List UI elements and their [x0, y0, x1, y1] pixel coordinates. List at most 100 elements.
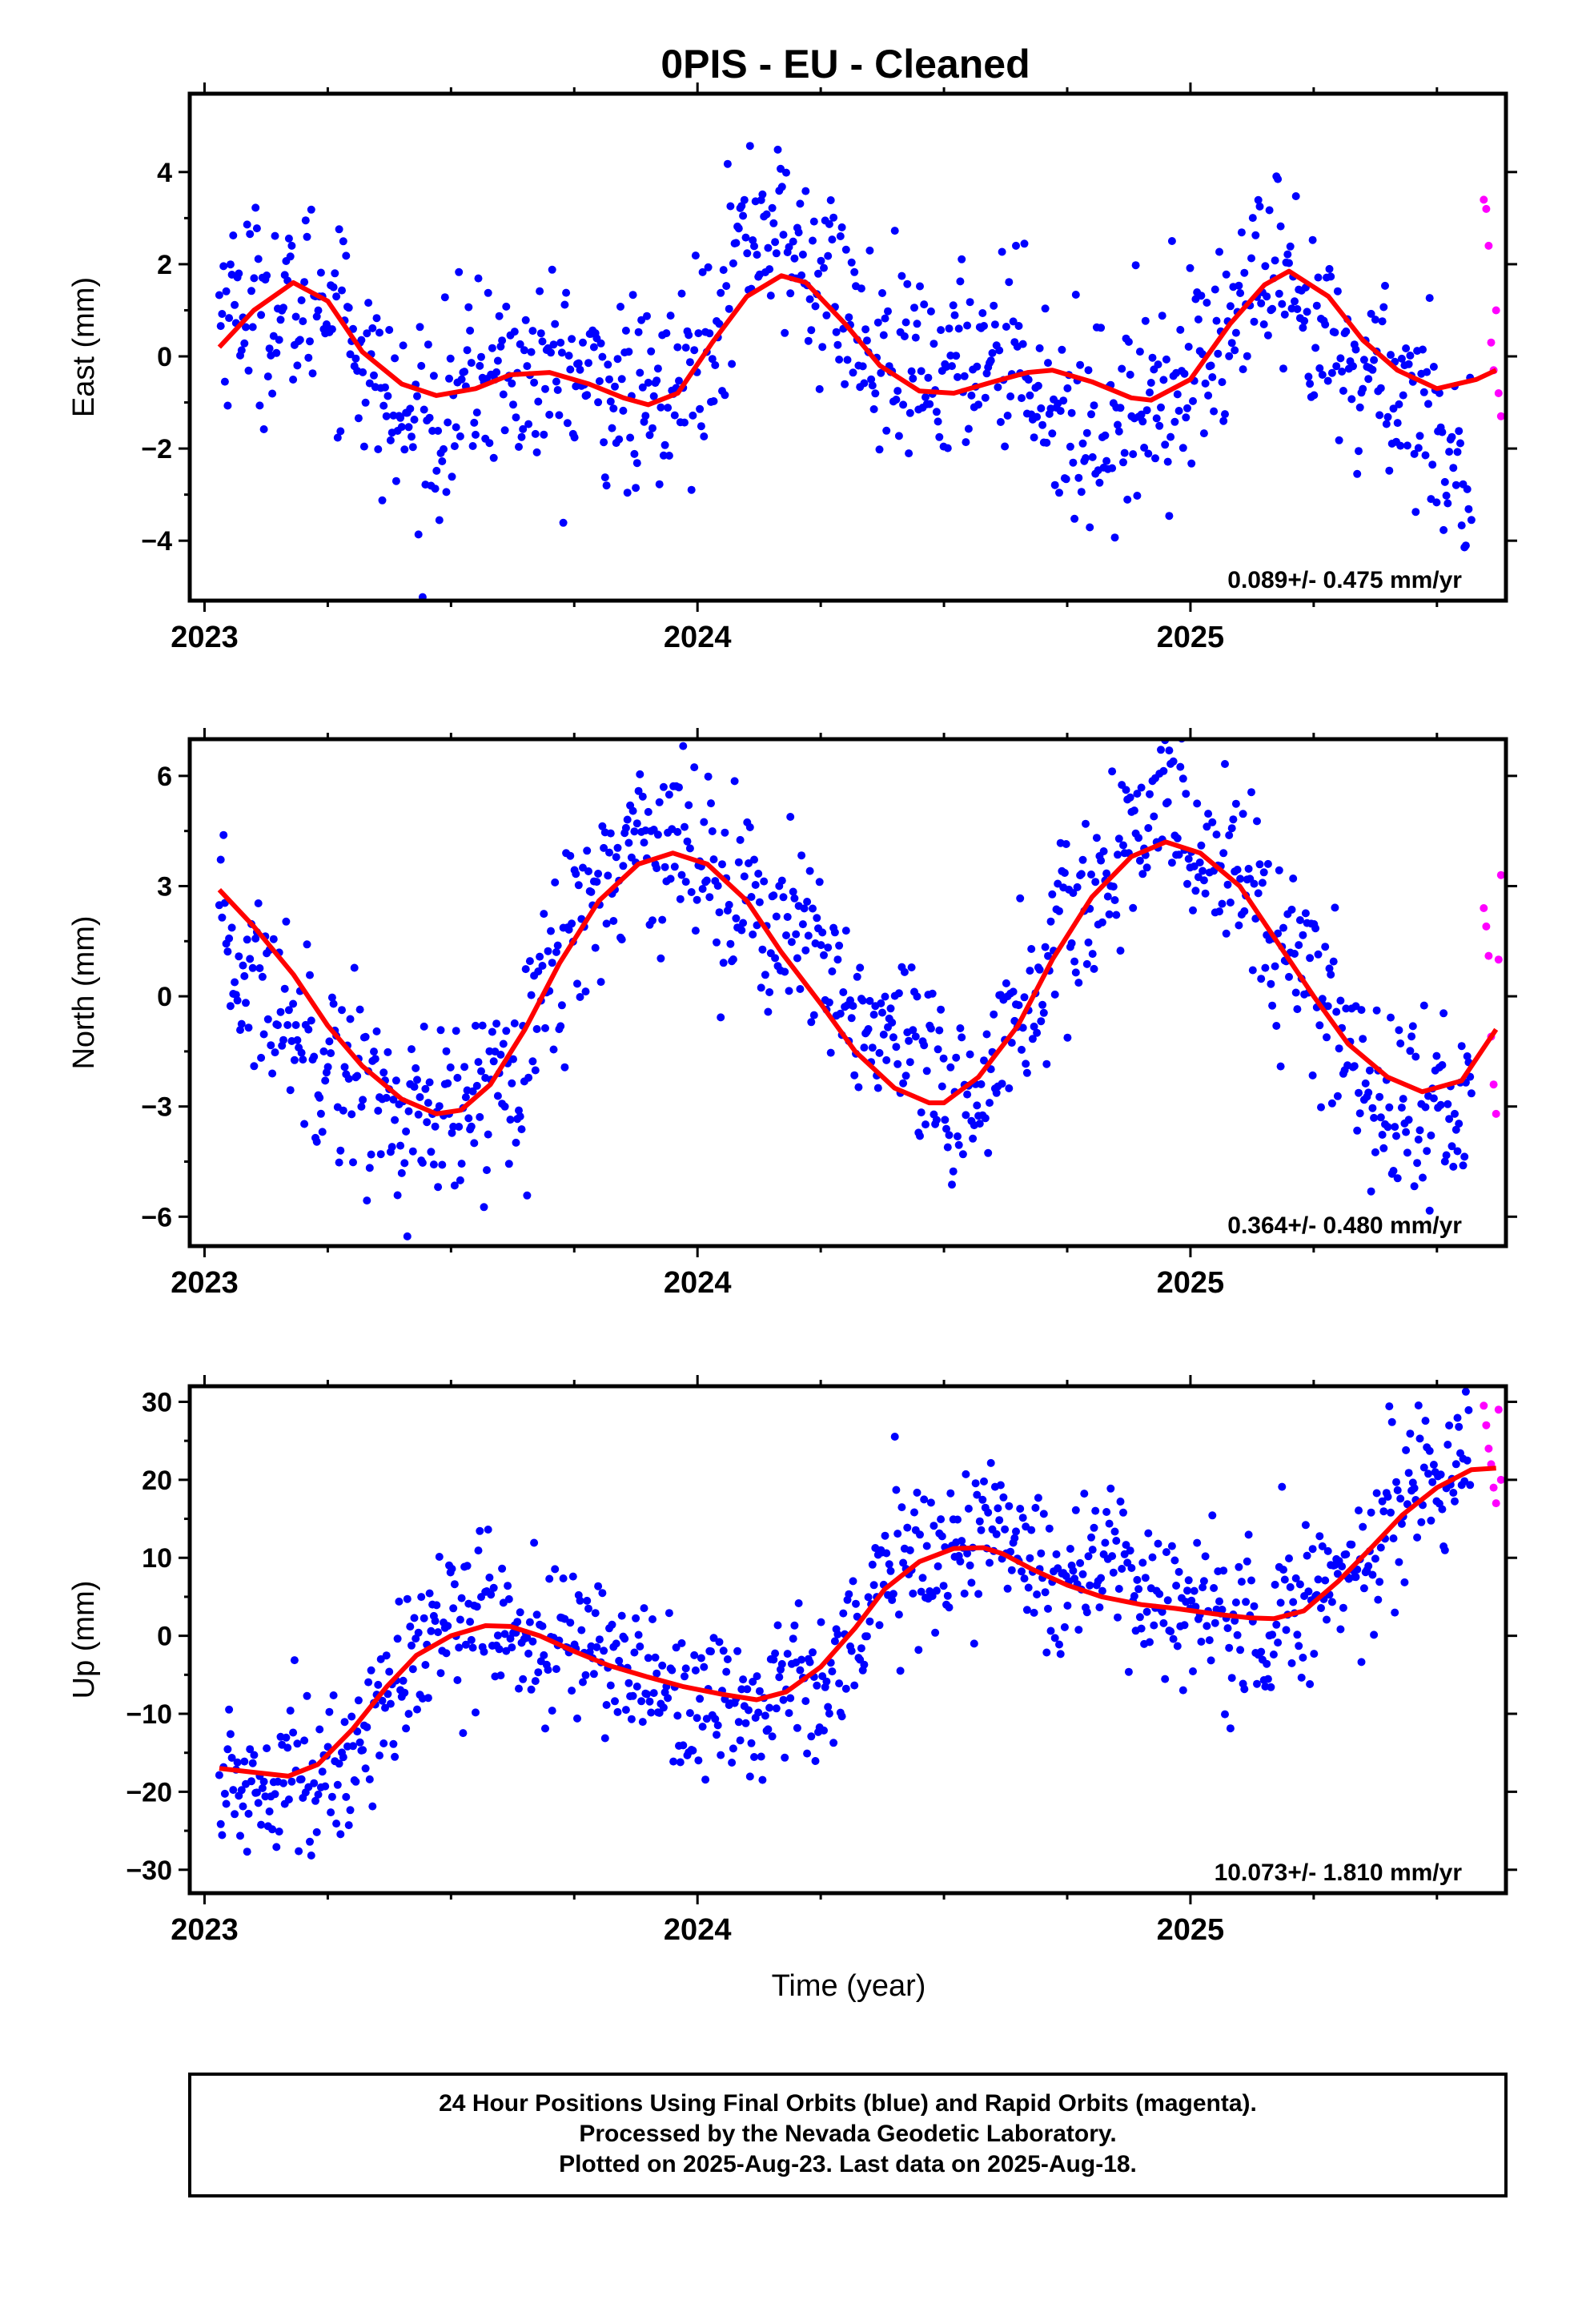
north-final-point [787, 938, 796, 947]
east-final-point [247, 287, 255, 296]
east-final-point [1403, 441, 1411, 450]
east-final-point [1396, 441, 1405, 450]
east-final-point [1415, 432, 1424, 440]
east-final-point [1428, 460, 1437, 469]
up-final-point [1016, 1505, 1025, 1513]
up-final-point [905, 1546, 914, 1554]
east-final-point [222, 287, 231, 296]
east-final-point [653, 364, 662, 373]
up-final-point [958, 1537, 966, 1546]
up-final-point [1187, 1596, 1196, 1605]
north-final-point [841, 927, 850, 935]
east-final-point [681, 344, 690, 352]
east-final-point [932, 408, 941, 416]
up-ytick-label: −20 [126, 1777, 172, 1807]
up-final-point [920, 1495, 929, 1504]
east-final-point [860, 379, 869, 388]
north-final-point [1331, 903, 1339, 912]
east-final-point [1082, 428, 1091, 437]
up-final-point [363, 1723, 371, 1731]
east-final-point [1452, 480, 1460, 489]
north-final-point [1110, 896, 1119, 904]
up-final-point [970, 1639, 978, 1648]
north-final-point [818, 928, 827, 937]
up-final-point [632, 1614, 640, 1622]
east-final-point [225, 314, 234, 323]
north-final-point [1189, 906, 1197, 915]
north-final-point [216, 855, 225, 864]
up-final-point [504, 1582, 512, 1590]
east-final-point [921, 393, 930, 401]
up-xtick-label: 2023 [171, 1913, 239, 1947]
up-final-point [1424, 1470, 1432, 1478]
north-final-point [781, 967, 789, 976]
north-final-point [980, 1056, 988, 1065]
up-final-point [1018, 1567, 1026, 1576]
north-final-point [693, 895, 701, 904]
east-final-point [416, 323, 424, 332]
north-final-point [243, 935, 251, 944]
up-final-point [1317, 1604, 1325, 1612]
up-final-point [943, 1591, 952, 1600]
up-final-point [736, 1736, 745, 1745]
up-final-point [1101, 1538, 1110, 1547]
up-final-point [868, 1560, 877, 1569]
east-final-point [743, 249, 752, 258]
up-final-point [1327, 1598, 1336, 1606]
east-final-point [523, 362, 532, 371]
north-final-point [1054, 879, 1062, 888]
north-final-point [1365, 1066, 1374, 1075]
up-final-point [425, 1589, 434, 1598]
north-final-point [1112, 911, 1121, 919]
east-final-point [670, 411, 679, 420]
up-final-point [248, 1759, 257, 1767]
up-final-point [243, 1848, 251, 1856]
east-final-point [1077, 488, 1086, 497]
north-final-point [259, 1030, 268, 1039]
north-final-point [1069, 889, 1078, 898]
up-final-point [1087, 1533, 1095, 1542]
east-final-point [708, 355, 717, 364]
east-final-point [1291, 192, 1300, 200]
north-final-point [1355, 1109, 1364, 1118]
north-final-point [909, 1026, 917, 1035]
north-final-point [700, 818, 709, 826]
east-final-point [464, 303, 473, 312]
up-final-point [647, 1708, 656, 1717]
north-final-point [943, 1143, 952, 1152]
north-final-point [300, 1120, 309, 1128]
up-final-point [579, 1678, 587, 1687]
north-final-point [644, 807, 652, 816]
east-final-point [611, 382, 619, 391]
east-final-point [964, 424, 973, 433]
north-final-point [958, 1150, 967, 1159]
up-final-point [1033, 1590, 1042, 1598]
up-final-point [261, 1792, 270, 1801]
north-final-point [1022, 1059, 1030, 1068]
east-final-point [332, 292, 341, 301]
north-final-point [640, 838, 648, 847]
north-final-point [792, 930, 801, 939]
east-final-point [1424, 400, 1432, 408]
north-final-point [797, 851, 806, 860]
north-final-point [474, 1058, 483, 1067]
up-final-point [869, 1581, 878, 1590]
east-final-point [630, 449, 639, 458]
up-final-point [1392, 1478, 1400, 1486]
north-final-point [269, 935, 278, 943]
north-final-point [391, 1116, 400, 1124]
east-final-point [615, 435, 624, 444]
up-final-point [768, 1732, 777, 1741]
north-final-point [1308, 1071, 1317, 1080]
north-final-point [745, 823, 754, 831]
east-final-point [604, 360, 612, 369]
up-final-point [960, 1589, 969, 1598]
east-final-point [488, 344, 496, 352]
east-final-point [1219, 416, 1228, 425]
east-final-point [1381, 281, 1389, 290]
north-final-point [1263, 859, 1272, 868]
up-final-point [977, 1526, 986, 1534]
east-final-point [563, 419, 572, 428]
east-final-point [1078, 439, 1087, 448]
up-final-point [247, 1777, 255, 1786]
